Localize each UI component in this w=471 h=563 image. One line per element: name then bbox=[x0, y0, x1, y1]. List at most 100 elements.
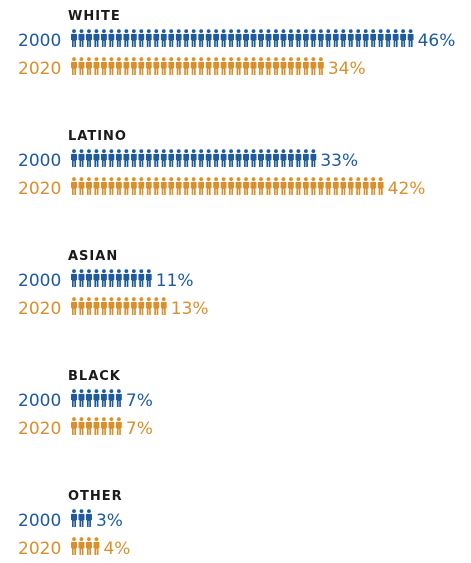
person-icon bbox=[93, 29, 100, 47]
person-icon bbox=[205, 29, 212, 47]
person-icon bbox=[100, 389, 107, 407]
person-icon bbox=[100, 297, 107, 315]
person-icon bbox=[190, 29, 197, 47]
person-icon bbox=[85, 297, 92, 315]
person-icon bbox=[370, 29, 377, 47]
person-icon bbox=[78, 509, 85, 527]
person-icon bbox=[71, 57, 77, 75]
person-icon bbox=[71, 177, 77, 195]
person-icon bbox=[220, 57, 227, 75]
person-icon bbox=[71, 269, 77, 287]
person-icon bbox=[235, 57, 242, 75]
person-icon bbox=[145, 57, 152, 75]
person-icon bbox=[280, 29, 287, 47]
person-icon bbox=[123, 177, 130, 195]
person-icon bbox=[108, 269, 115, 287]
person-icon bbox=[78, 149, 85, 167]
person-icon bbox=[272, 29, 279, 47]
person-icon bbox=[347, 177, 354, 195]
person-icon bbox=[100, 269, 107, 287]
person-icon bbox=[130, 57, 137, 75]
person-icon bbox=[265, 29, 272, 47]
row-white-2000: 2000 46% bbox=[18, 29, 455, 51]
person-icon bbox=[153, 297, 160, 315]
person-icon bbox=[295, 149, 302, 167]
person-icon bbox=[258, 177, 264, 195]
person-icon bbox=[108, 297, 115, 315]
group-white: WHITE 2000 46% 2020 34% bbox=[18, 9, 455, 79]
person-icon bbox=[287, 57, 294, 75]
person-icon bbox=[220, 149, 227, 167]
person-icon bbox=[71, 537, 77, 555]
person-icon bbox=[317, 29, 324, 47]
person-icon bbox=[160, 149, 167, 167]
person-icon bbox=[280, 57, 287, 75]
person-icon bbox=[115, 297, 122, 315]
person-icon bbox=[228, 29, 235, 47]
person-icon bbox=[115, 149, 122, 167]
person-icon bbox=[265, 57, 272, 75]
value-label: 7% bbox=[126, 419, 153, 439]
person-icon bbox=[145, 149, 152, 167]
person-icon bbox=[310, 57, 317, 75]
person-icon bbox=[190, 57, 197, 75]
person-icon bbox=[258, 149, 264, 167]
person-icon bbox=[130, 297, 137, 315]
person-icon bbox=[71, 389, 77, 407]
person-icon bbox=[123, 149, 130, 167]
person-icon bbox=[355, 177, 362, 195]
person-icon bbox=[160, 177, 167, 195]
person-icon bbox=[272, 57, 279, 75]
person-icon bbox=[100, 177, 107, 195]
person-icon bbox=[130, 269, 137, 287]
person-icon bbox=[153, 177, 160, 195]
person-icon bbox=[213, 29, 220, 47]
person-icon bbox=[340, 177, 347, 195]
value-label: 3% bbox=[96, 511, 123, 531]
person-icon bbox=[115, 57, 122, 75]
person-icon bbox=[123, 297, 130, 315]
person-icon bbox=[213, 57, 220, 75]
figure-row bbox=[71, 149, 317, 167]
person-icon bbox=[78, 389, 85, 407]
person-icon bbox=[198, 177, 205, 195]
person-icon bbox=[100, 149, 107, 167]
person-icon bbox=[93, 417, 100, 435]
person-icon bbox=[138, 297, 145, 315]
group-title: WHITE bbox=[68, 9, 121, 24]
year-label: 2020 bbox=[18, 179, 61, 199]
person-icon bbox=[213, 149, 220, 167]
person-icon bbox=[287, 149, 294, 167]
person-icon bbox=[228, 149, 235, 167]
person-icon bbox=[71, 149, 77, 167]
person-icon bbox=[78, 297, 85, 315]
person-icon bbox=[71, 297, 77, 315]
person-icon bbox=[93, 269, 100, 287]
group-black: BLACK 2000 7% 2020 7% bbox=[18, 369, 153, 439]
person-icon bbox=[332, 29, 339, 47]
person-icon bbox=[190, 177, 197, 195]
person-icon bbox=[100, 57, 107, 75]
person-icon bbox=[138, 57, 145, 75]
person-icon bbox=[78, 537, 85, 555]
person-icon bbox=[130, 29, 137, 47]
value-label: 34% bbox=[328, 59, 366, 79]
person-icon bbox=[138, 29, 145, 47]
person-icon bbox=[280, 177, 287, 195]
person-icon bbox=[272, 149, 279, 167]
person-icon bbox=[145, 29, 152, 47]
group-title: OTHER bbox=[68, 489, 123, 504]
person-icon bbox=[183, 177, 190, 195]
person-icon bbox=[100, 417, 107, 435]
person-icon bbox=[183, 149, 190, 167]
person-icon bbox=[93, 177, 100, 195]
person-icon bbox=[175, 149, 182, 167]
person-icon bbox=[310, 149, 317, 167]
person-icon bbox=[153, 29, 160, 47]
person-icon bbox=[78, 177, 85, 195]
row-latino-2020: 2020 42% bbox=[18, 177, 425, 199]
person-icon bbox=[175, 57, 182, 75]
person-icon bbox=[325, 177, 332, 195]
person-icon bbox=[145, 177, 152, 195]
person-icon bbox=[295, 29, 302, 47]
